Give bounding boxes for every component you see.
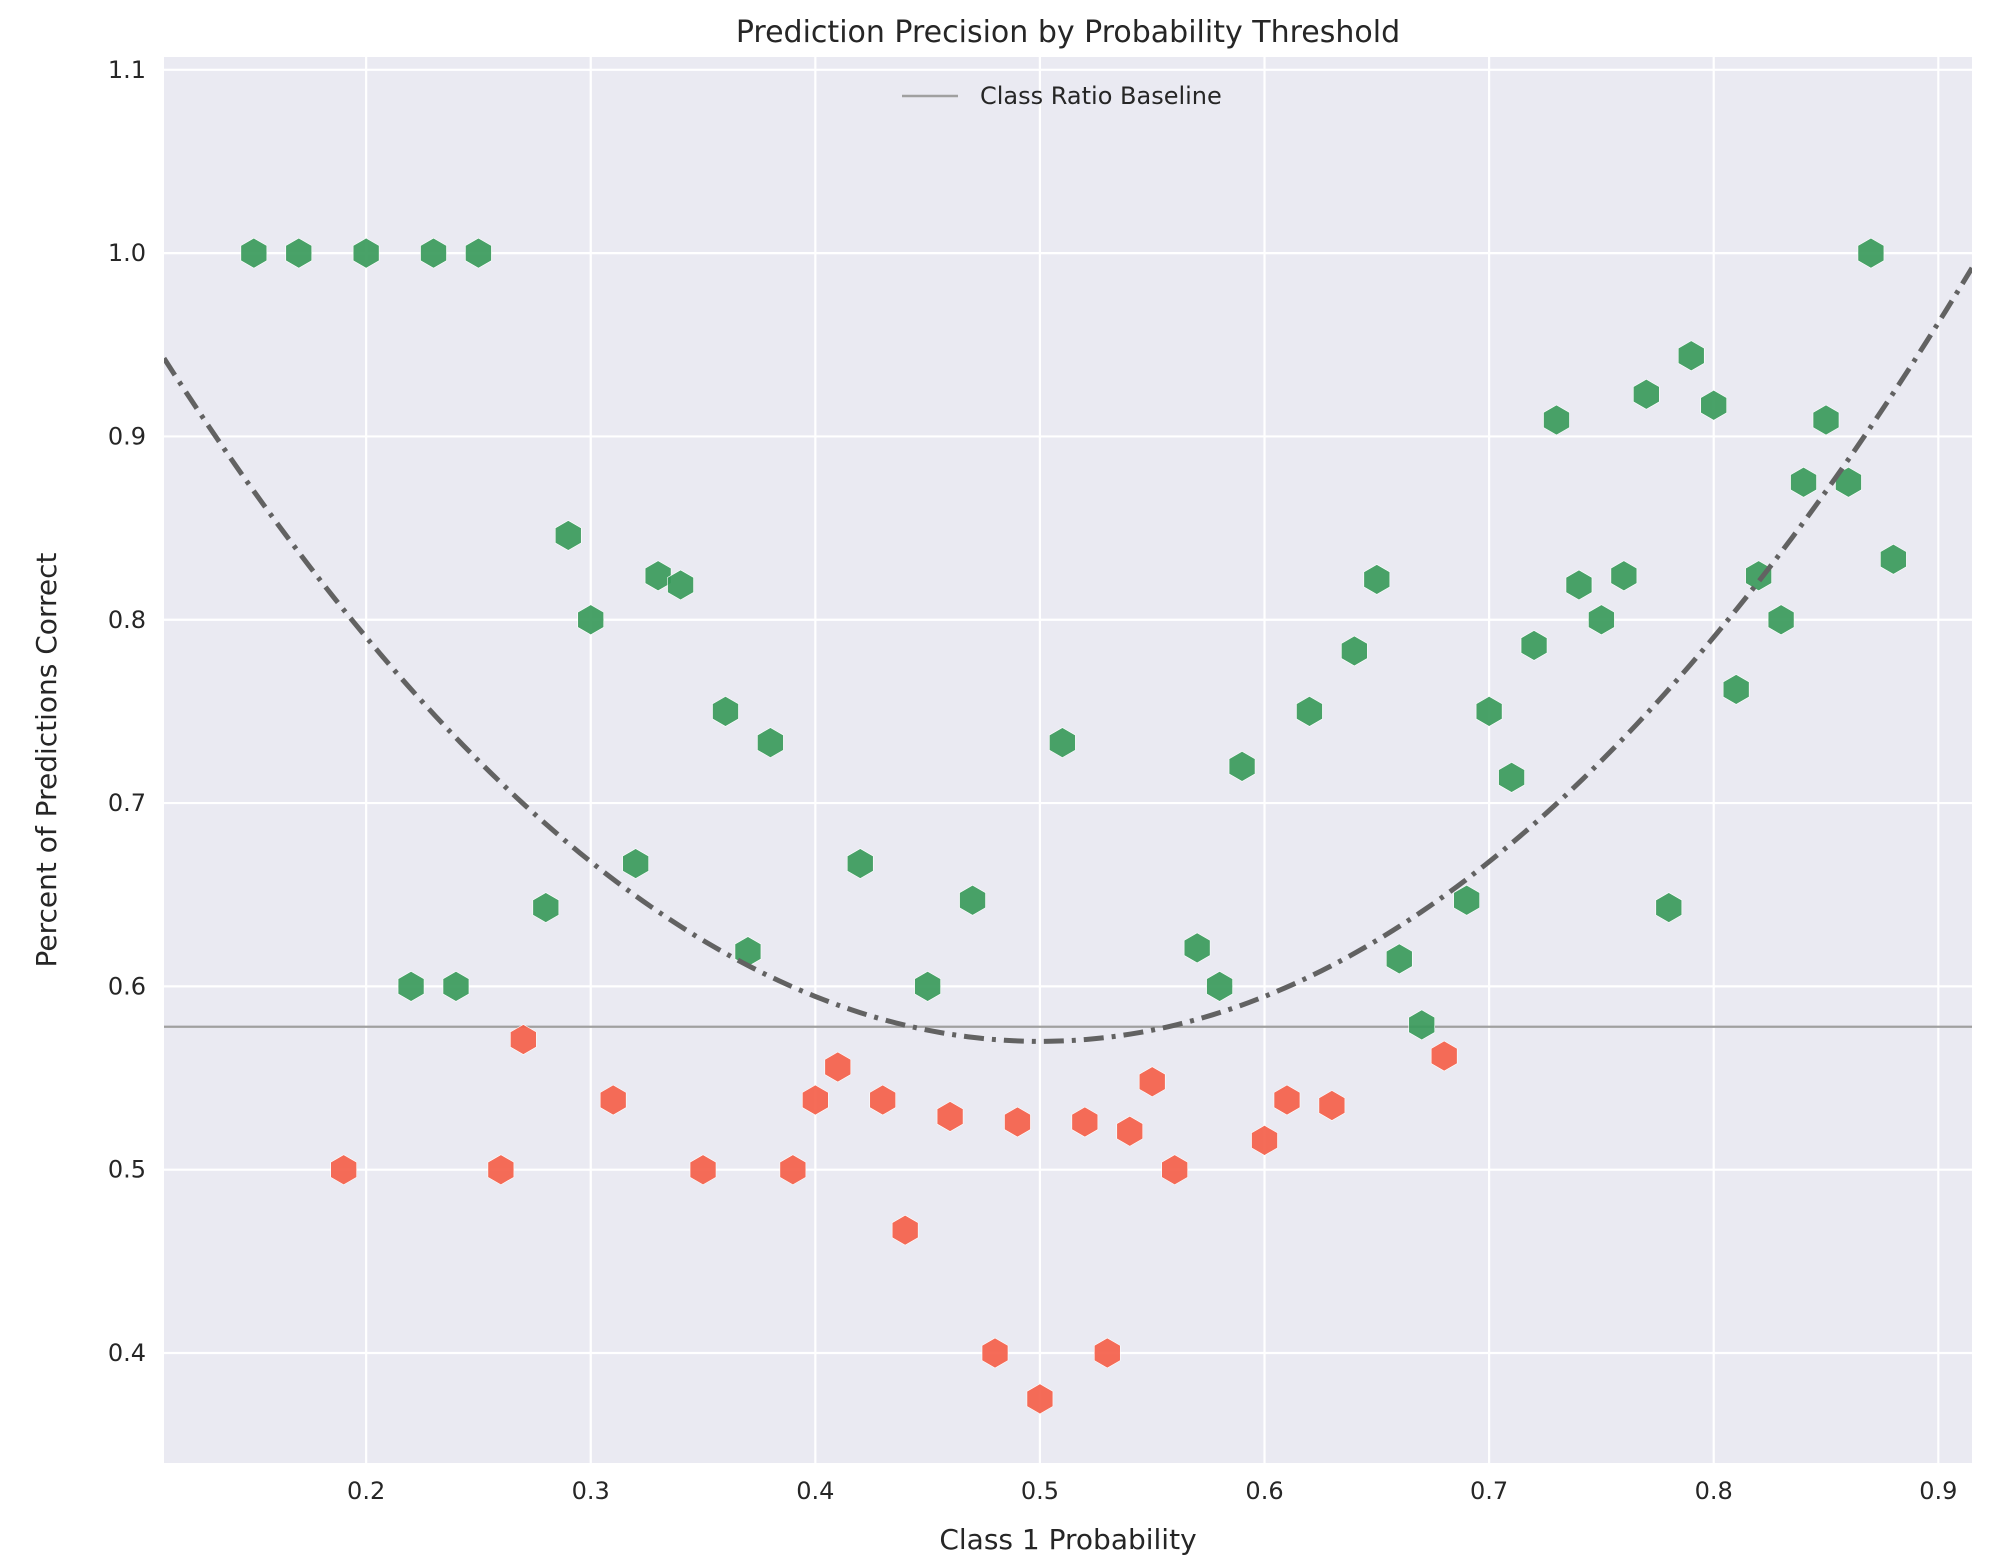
data-point xyxy=(757,727,784,758)
data-point xyxy=(1161,1154,1188,1186)
data-point xyxy=(330,1154,357,1186)
data-point xyxy=(1318,1090,1346,1121)
x-axis-ticks: 0.2 0.3 0.4 0.5 0.6 0.7 0.8 0.9 xyxy=(347,1477,1957,1505)
data-point xyxy=(1610,560,1638,592)
data-point xyxy=(1700,389,1727,421)
x-tick-label: 0.7 xyxy=(1470,1477,1508,1505)
data-point xyxy=(1296,696,1323,727)
data-point xyxy=(1385,943,1413,975)
data-point xyxy=(846,848,874,879)
data-point xyxy=(487,1154,515,1186)
data-point xyxy=(891,1214,919,1246)
y-tick-label: 1.1 xyxy=(108,56,146,84)
y-tick-label: 0.5 xyxy=(108,1156,146,1184)
data-point xyxy=(981,1337,1009,1369)
data-point xyxy=(1273,1084,1301,1116)
data-point xyxy=(622,848,649,879)
data-point xyxy=(1543,404,1570,436)
data-point xyxy=(420,237,447,269)
data-point xyxy=(240,237,268,269)
data-point xyxy=(1049,727,1076,758)
data-point xyxy=(802,1084,829,1116)
y-tick-label: 1.0 xyxy=(108,239,146,267)
data-point xyxy=(442,971,470,1002)
x-tick-label: 0.9 xyxy=(1919,1477,1957,1505)
fit-curve xyxy=(164,266,1972,1044)
data-point xyxy=(352,237,380,269)
legend: Class Ratio Baseline xyxy=(902,82,1222,110)
x-tick-label: 0.4 xyxy=(796,1477,834,1505)
data-point xyxy=(510,1024,537,1055)
data-point xyxy=(1677,340,1705,372)
x-tick-label: 0.3 xyxy=(572,1477,610,1505)
data-point xyxy=(712,696,739,727)
data-point xyxy=(465,237,492,269)
data-point xyxy=(1767,604,1795,636)
y-axis-label: Percent of Predictions Correct xyxy=(30,553,63,968)
x-tick-label: 0.5 xyxy=(1021,1477,1059,1505)
legend-baseline-label: Class Ratio Baseline xyxy=(980,82,1222,110)
y-tick-label: 0.9 xyxy=(108,422,146,450)
data-point xyxy=(532,892,560,923)
data-point xyxy=(644,560,672,592)
data-point xyxy=(1588,604,1615,636)
y-tick-label: 0.6 xyxy=(108,972,146,1000)
data-point xyxy=(1341,635,1368,667)
x-tick-label: 0.8 xyxy=(1695,1477,1733,1505)
y-tick-label: 0.7 xyxy=(108,789,146,817)
data-point xyxy=(1206,971,1233,1002)
data-point xyxy=(689,1154,717,1186)
data-point xyxy=(1633,378,1660,410)
data-point xyxy=(1812,404,1840,436)
x-tick-label: 0.2 xyxy=(347,1477,385,1505)
data-point xyxy=(1520,630,1548,661)
data-point xyxy=(397,971,425,1002)
data-point xyxy=(779,1154,807,1186)
data-point xyxy=(667,569,694,601)
data-point xyxy=(1857,237,1885,269)
data-point xyxy=(1430,1040,1458,1072)
data-point xyxy=(1475,696,1503,727)
scatter-points xyxy=(240,237,1907,1415)
x-axis-label: Class 1 Probability xyxy=(939,1523,1196,1556)
data-point xyxy=(1363,564,1391,595)
data-point xyxy=(869,1084,896,1116)
chart-title: Prediction Precision by Probability Thre… xyxy=(736,15,1400,50)
data-point xyxy=(1071,1106,1099,1138)
y-axis-ticks: 0.4 0.5 0.6 0.7 0.8 0.9 1.0 1.1 xyxy=(108,56,146,1367)
y-tick-label: 0.8 xyxy=(108,606,146,634)
data-point xyxy=(1183,932,1211,964)
data-point xyxy=(1251,1125,1278,1156)
data-point xyxy=(1094,1337,1121,1369)
data-point xyxy=(1790,466,1817,498)
data-point xyxy=(1004,1106,1031,1138)
data-point xyxy=(1453,884,1480,916)
plot-marks xyxy=(164,237,1972,1415)
data-point xyxy=(1880,543,1907,575)
data-point xyxy=(914,971,941,1002)
data-point xyxy=(1498,762,1525,793)
data-point xyxy=(1138,1066,1166,1098)
data-point xyxy=(1228,751,1256,782)
data-point xyxy=(936,1101,964,1132)
data-point xyxy=(1116,1115,1144,1147)
data-point xyxy=(554,520,582,551)
data-point xyxy=(599,1084,627,1116)
data-point xyxy=(1722,674,1750,705)
data-point xyxy=(1565,569,1593,601)
data-point xyxy=(1408,1009,1436,1041)
data-point xyxy=(285,237,313,269)
data-point xyxy=(959,884,986,916)
data-point xyxy=(824,1051,852,1083)
data-point xyxy=(1026,1383,1054,1415)
plot-area xyxy=(164,57,1972,1463)
x-tick-label: 0.6 xyxy=(1245,1477,1283,1505)
data-point xyxy=(1655,892,1683,923)
y-tick-label: 0.4 xyxy=(108,1339,146,1367)
data-point xyxy=(577,604,605,636)
